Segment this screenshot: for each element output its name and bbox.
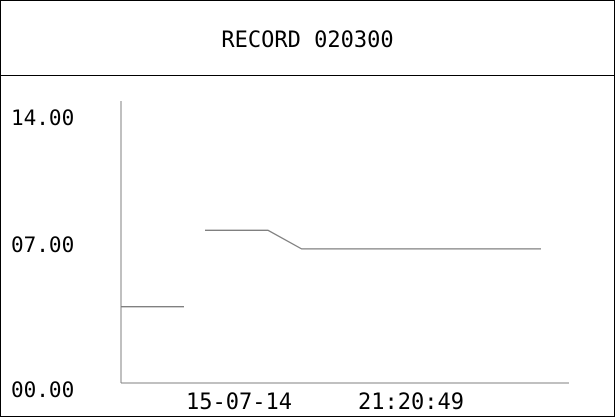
line-chart [120,101,569,384]
x-date-label: 15-07-14 [186,390,292,415]
x-time-label: 21:20:49 [358,390,464,415]
series-group [121,229,541,308]
series-line-segment-0-1 [205,229,541,250]
record-title: RECORD 020300 [221,28,394,53]
y-tick-label-mid: 07.00 [11,233,75,257]
y-tick-label-max: 14.00 [11,106,75,130]
chart-area: 14.00 07.00 00.00 15-07-14 21:20:49 [1,76,614,416]
title-bar: RECORD 020300 [1,1,614,76]
y-tick-label-min: 00.00 [11,378,75,402]
